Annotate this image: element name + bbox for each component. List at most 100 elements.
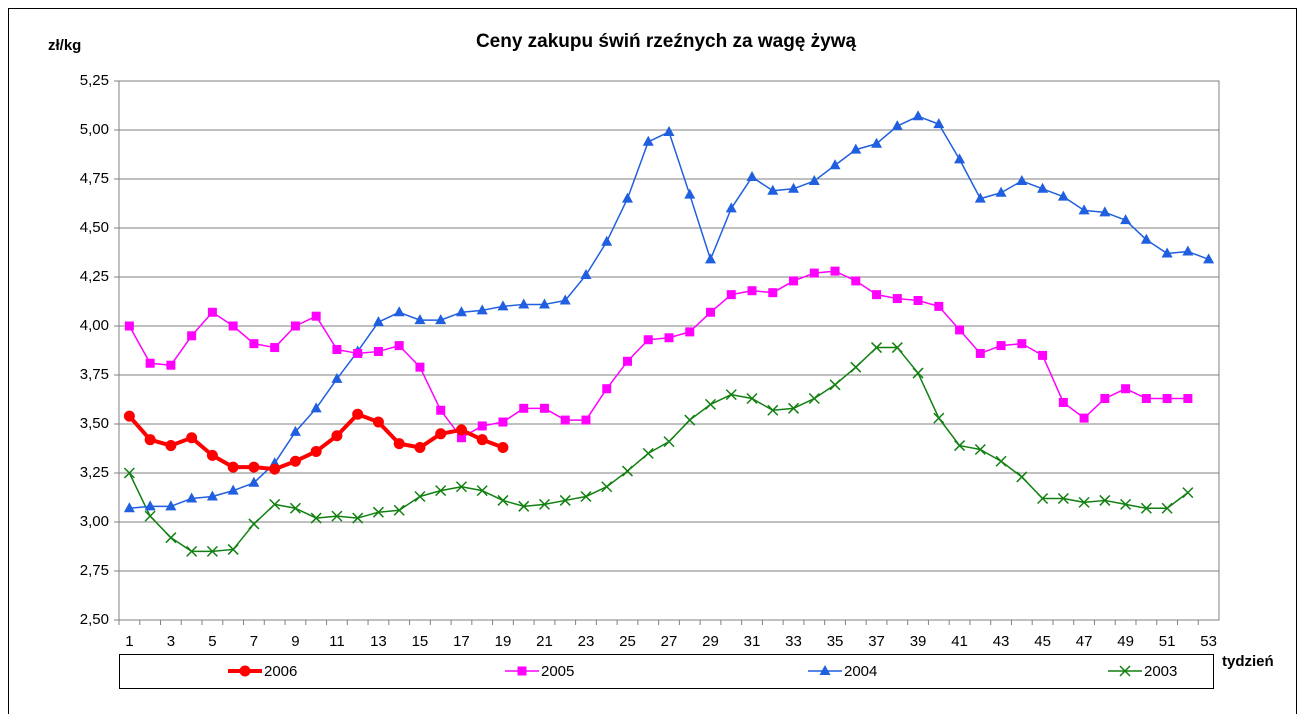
y-tick-label: 2,50: [80, 611, 109, 628]
data-point: [1037, 492, 1049, 505]
data-point: [789, 276, 799, 286]
data-point: [995, 455, 1007, 467]
data-point: [621, 192, 633, 203]
data-point: [331, 430, 343, 442]
data-point: [1099, 494, 1111, 506]
legend-marker: [239, 665, 251, 677]
x-tick-label: 7: [250, 633, 258, 650]
data-point: [518, 298, 530, 309]
data-point: [1161, 502, 1173, 514]
x-tick-label: 25: [619, 633, 636, 650]
data-point: [166, 360, 176, 370]
data-point: [311, 311, 321, 321]
data-point: [663, 125, 675, 136]
data-point: [622, 356, 632, 366]
data-point: [497, 300, 509, 311]
data-point: [1079, 413, 1089, 423]
data-point: [601, 235, 613, 246]
data-point: [974, 192, 986, 203]
data-point: [912, 367, 924, 379]
x-tick-label: 13: [370, 633, 387, 650]
x-tick-label: 17: [453, 633, 470, 650]
y-tick-label: 2,75: [80, 562, 109, 579]
data-point: [829, 379, 841, 391]
data-point: [1120, 498, 1132, 510]
x-tick-label: 45: [1034, 633, 1051, 650]
data-point: [809, 268, 819, 278]
y-axis-label: zł/kg: [48, 37, 81, 54]
data-point: [746, 171, 758, 182]
data-point: [269, 463, 281, 475]
legend-label: 2004: [844, 663, 877, 680]
x-tick-label: 33: [785, 633, 802, 650]
data-point: [933, 118, 945, 129]
data-point: [1017, 339, 1027, 349]
data-point: [124, 321, 134, 331]
chart-frame: [8, 8, 1297, 714]
x-tick-label: 35: [827, 633, 844, 650]
data-point: [872, 290, 882, 300]
data-point: [559, 294, 571, 305]
legend-marker: [819, 665, 831, 675]
data-point: [206, 545, 218, 557]
data-point: [808, 392, 820, 405]
data-point: [913, 296, 923, 306]
legend-marker: [1119, 665, 1131, 677]
data-point: [830, 266, 840, 276]
data-point: [892, 294, 902, 304]
data-point: [123, 467, 135, 479]
data-point: [767, 184, 779, 195]
x-tick-label: 31: [744, 633, 761, 650]
data-point: [891, 342, 903, 354]
data-point: [1140, 502, 1152, 514]
data-point: [435, 428, 447, 440]
data-point: [290, 321, 300, 331]
data-point: [871, 137, 883, 148]
data-point: [373, 346, 383, 356]
data-point: [934, 301, 944, 311]
data-point: [269, 498, 281, 510]
data-point: [560, 415, 570, 425]
data-point: [850, 143, 862, 154]
data-point: [1121, 384, 1131, 394]
data-point: [331, 510, 343, 522]
data-point: [580, 269, 592, 280]
data-point: [705, 253, 717, 264]
series-line: [128, 346, 1189, 553]
data-point: [476, 485, 488, 497]
data-point: [393, 306, 405, 317]
data-point: [539, 403, 549, 413]
x-tick-label: 5: [208, 633, 216, 650]
x-tick-label: 53: [1200, 633, 1217, 650]
data-point: [352, 408, 364, 420]
data-point: [933, 412, 945, 424]
data-point: [1161, 247, 1173, 258]
data-point: [601, 481, 613, 493]
data-point: [270, 343, 280, 353]
data-point: [850, 361, 862, 373]
x-axis-label: tydzień: [1222, 653, 1274, 670]
y-tick-label: 5,25: [80, 72, 109, 89]
data-point: [788, 182, 800, 193]
data-point: [746, 392, 758, 405]
x-tick-label: 51: [1159, 633, 1176, 650]
data-point: [706, 307, 716, 317]
x-tick-label: 9: [291, 633, 299, 650]
data-point: [519, 403, 529, 413]
y-tick-label: 3,75: [80, 366, 109, 383]
data-point: [310, 512, 322, 524]
data-point: [497, 442, 509, 454]
data-point: [996, 341, 1006, 351]
data-point: [310, 402, 322, 413]
data-point: [289, 502, 301, 514]
y-tick-label: 3,00: [80, 513, 109, 530]
data-point: [643, 335, 653, 345]
data-point: [642, 135, 654, 146]
data-point: [1058, 397, 1068, 407]
data-point: [954, 153, 966, 164]
data-point: [559, 494, 571, 506]
data-point: [538, 298, 550, 309]
data-point: [1203, 253, 1215, 264]
x-tick-label: 1: [125, 633, 133, 650]
